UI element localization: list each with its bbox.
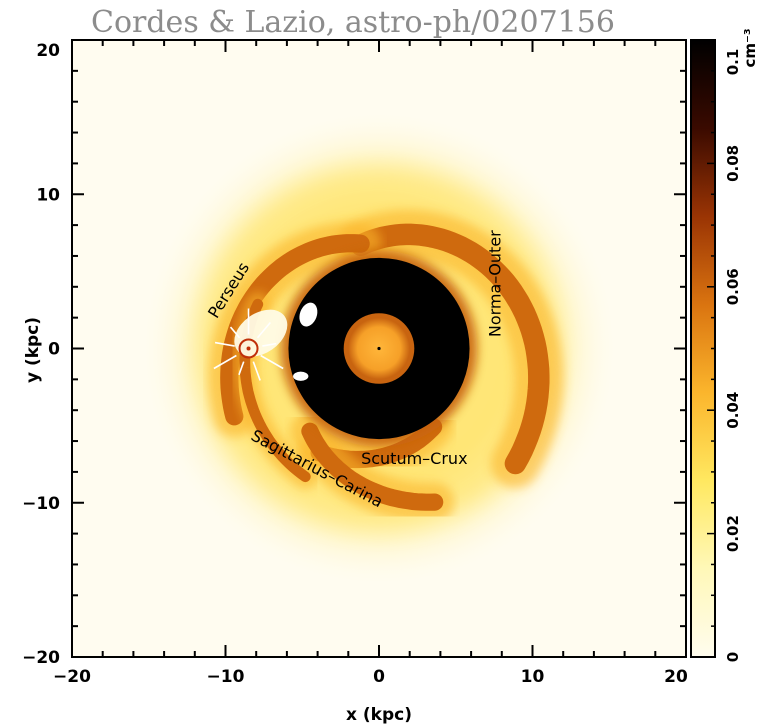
arm-perseus [220, 234, 370, 426]
sun-ray [256, 321, 271, 339]
sun-ray [229, 326, 241, 339]
colorbar-tick-label: 0.04 [724, 392, 742, 429]
colorbar-tick-label: 0.06 [724, 268, 742, 305]
x-tick-label: 20 [664, 667, 688, 687]
galactic-center-marker [377, 346, 381, 351]
y-tick-label: −20 [22, 648, 60, 668]
colorbar-tick-label: 0.02 [724, 515, 742, 552]
y-tick-label: −10 [22, 494, 60, 514]
colorbar-tick-label: 0 [724, 652, 742, 662]
colorbar-tick-label: 0.1 [724, 49, 742, 76]
colorbar-ticks: 0 0.02 0.04 0.06 0.08 0.1 [707, 39, 742, 662]
arm-sagittarius-carina [301, 422, 444, 511]
y-tick-label: 10 [36, 185, 60, 205]
x-tick-label: 10 [521, 667, 545, 687]
sun-ray [252, 361, 261, 381]
sun-ray [214, 341, 235, 347]
y-tick-label: 20 [36, 41, 60, 61]
sun-circle [238, 338, 259, 359]
colorbar-tick-label: 0.08 [724, 145, 742, 182]
colorbar: 0 0.02 0.04 0.06 0.08 0.1 cm⁻³ [690, 28, 759, 662]
arm-label: Scutum–Crux [361, 449, 467, 468]
sun-ray [262, 342, 277, 347]
axis-ticks [71, 39, 687, 658]
y-tick-label: 0 [48, 340, 60, 360]
tick-labels: −20 −10 0 10 20 −20 −10 0 10 20 [22, 41, 688, 687]
arm-norma-outer [350, 223, 550, 475]
sun-marker [246, 346, 251, 351]
void-clump-upper [299, 302, 318, 327]
void-clump-lower [293, 371, 309, 381]
density-image [141, 110, 617, 587]
x-tick-label: 0 [373, 667, 385, 687]
colorbar-unit-label: cm⁻³ [741, 28, 759, 67]
x-tick-label: −10 [207, 667, 245, 687]
sun-ray [238, 361, 245, 376]
sun-ray [213, 354, 237, 370]
figure-credit: Cordes & Lazio, astro-ph/0207156 [91, 5, 615, 40]
arm-label: Norma–Outer [485, 230, 504, 337]
x-axis-label: x (kpc) [346, 705, 412, 725]
sun-ray [260, 354, 284, 370]
x-tick-label: −20 [53, 667, 91, 687]
y-axis-label: y (kpc) [23, 317, 43, 383]
